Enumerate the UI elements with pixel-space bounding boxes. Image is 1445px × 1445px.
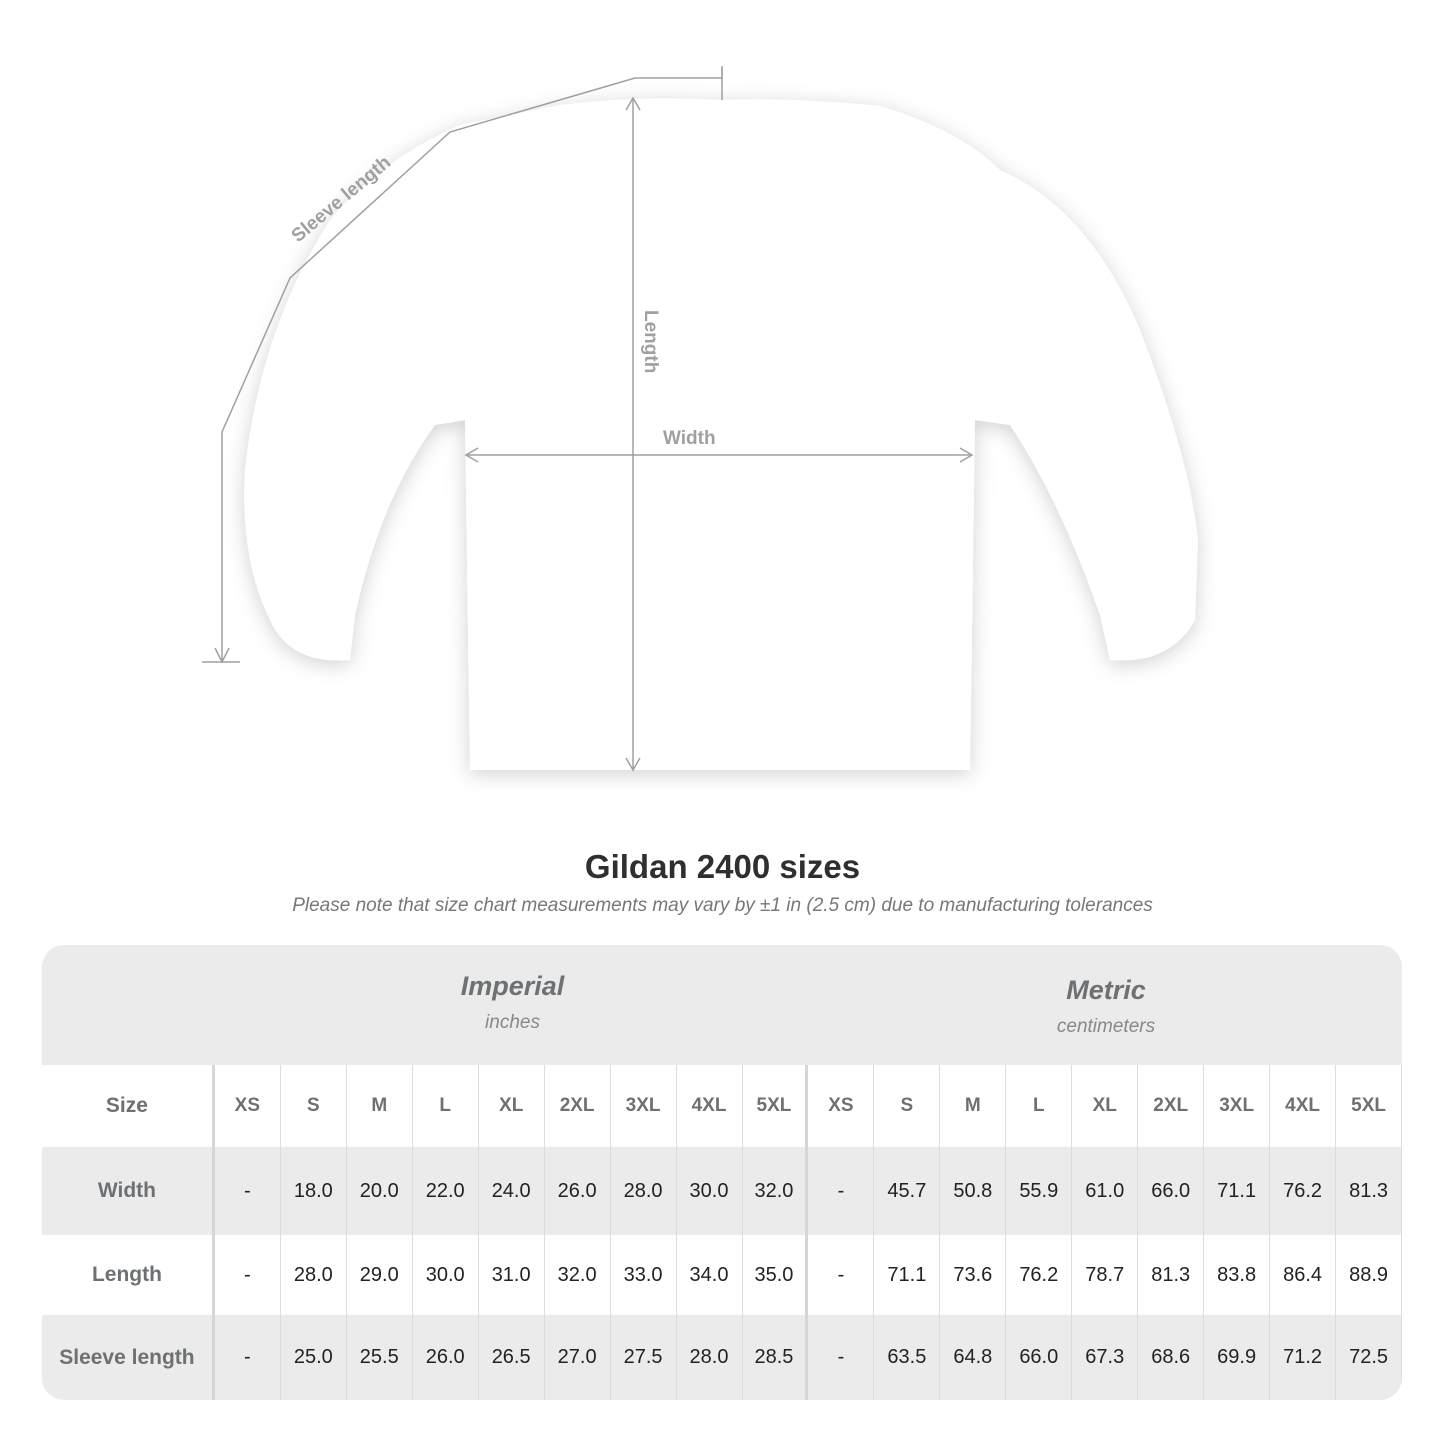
width-label: Width [663, 428, 716, 449]
metric-value: 64.8 [940, 1315, 1007, 1400]
imperial-value: 34.0 [677, 1235, 743, 1315]
imperial-value: 24.0 [479, 1147, 545, 1235]
metric-size-L: L [1006, 1065, 1073, 1147]
metric-value: 81.3 [1138, 1235, 1205, 1315]
size-label: Size [42, 1065, 215, 1147]
imperial-value: 27.5 [611, 1315, 677, 1400]
imperial-header: Imperial inches [460, 971, 565, 1033]
imperial-value: 30.0 [413, 1235, 479, 1315]
metric-value: 67.3 [1072, 1315, 1139, 1400]
metric-value: 66.0 [1138, 1147, 1205, 1235]
shirt-diagram: Sleeve length Length Width [202, 66, 1198, 772]
metric-value: 86.4 [1270, 1235, 1337, 1315]
imperial-value: 28.0 [611, 1147, 677, 1235]
metric-value: - [808, 1147, 875, 1235]
table-row: Width -18.0 20.0 22.0 24.0 26.0 28.0 30.0 32.0-4… [42, 1147, 1402, 1235]
metric-value: 55.9 [1006, 1147, 1073, 1235]
metric-size-S: S [874, 1065, 941, 1147]
imperial-value: 29.0 [347, 1235, 413, 1315]
metric-value: 72.5 [1336, 1315, 1402, 1400]
imperial-size-4XL: 4XL [677, 1065, 743, 1147]
imperial-value: - [215, 1147, 281, 1235]
metric-value: 83.8 [1204, 1235, 1271, 1315]
metric-size-3XL: 3XL [1204, 1065, 1271, 1147]
metric-value: 71.2 [1270, 1315, 1337, 1400]
imperial-value: 31.0 [479, 1235, 545, 1315]
metric-value: 71.1 [1204, 1147, 1271, 1235]
imperial-value: 27.0 [545, 1315, 611, 1400]
imperial-value: 35.0 [743, 1235, 809, 1315]
row-label: Width [42, 1147, 215, 1235]
metric-size-XS: XS [808, 1065, 875, 1147]
metric-value: 78.7 [1072, 1235, 1139, 1315]
metric-value: 50.8 [940, 1147, 1007, 1235]
imperial-value: 26.0 [413, 1315, 479, 1400]
metric-value: 61.0 [1072, 1147, 1139, 1235]
metric-value: 76.2 [1270, 1147, 1337, 1235]
imperial-value: 28.5 [743, 1315, 809, 1400]
tolerance-note: Please note that size chart measurements… [292, 895, 1153, 916]
metric-value: 69.9 [1204, 1315, 1271, 1400]
imperial-value: 22.0 [413, 1147, 479, 1235]
table-row: Length -28.0 29.0 30.0 31.0 32.0 33.0 34.0 35.0-… [42, 1235, 1402, 1315]
metric-size-5XL: 5XL [1336, 1065, 1402, 1147]
metric-value: 76.2 [1006, 1235, 1073, 1315]
imperial-value: 26.5 [479, 1315, 545, 1400]
imperial-size-3XL: 3XL [611, 1065, 677, 1147]
metric-size-2XL: 2XL [1138, 1065, 1205, 1147]
chart-title: Gildan 2400 sizes [584, 848, 861, 885]
imperial-value: 28.0 [677, 1315, 743, 1400]
imperial-value: 33.0 [611, 1235, 677, 1315]
metric-value: 81.3 [1336, 1147, 1402, 1235]
imperial-value: 20.0 [347, 1147, 413, 1235]
metric-value: 88.9 [1336, 1235, 1402, 1315]
imperial-size-L: L [413, 1065, 479, 1147]
imperial-value: - [215, 1315, 281, 1400]
row-label: Sleeve length [42, 1315, 215, 1400]
row-label: Length [42, 1235, 215, 1315]
length-label: Length [640, 310, 661, 373]
imperial-value: 28.0 [281, 1235, 347, 1315]
imperial-value: 25.5 [347, 1315, 413, 1400]
metric-value: 71.1 [874, 1235, 941, 1315]
imperial-size-M: M [347, 1065, 413, 1147]
metric-value: 45.7 [874, 1147, 941, 1235]
imperial-size-2XL: 2XL [545, 1065, 611, 1147]
imperial-size-5XL: 5XL [743, 1065, 809, 1147]
metric-value: 63.5 [874, 1315, 941, 1400]
metric-size-4XL: 4XL [1270, 1065, 1337, 1147]
metric-value: 66.0 [1006, 1315, 1073, 1400]
shirt-shape [244, 98, 1198, 771]
imperial-value: 26.0 [545, 1147, 611, 1235]
imperial-size-XL: XL [479, 1065, 545, 1147]
table-row: Sleeve length -25.0 25.5 26.0 26.5 27.0 27.5 28… [42, 1315, 1402, 1400]
imperial-size-S: S [281, 1065, 347, 1147]
metric-size-XL: XL [1072, 1065, 1139, 1147]
metric-value: - [808, 1235, 875, 1315]
imperial-value: 30.0 [677, 1147, 743, 1235]
size-header-row: Size XS S M L XL 2XL 3XL 4XL 5XL XS S M L XL 2XL 3XL 4XL 5… [42, 1065, 1402, 1147]
imperial-size-XS: XS [215, 1065, 281, 1147]
metric-value: 73.6 [940, 1235, 1007, 1315]
imperial-value: 32.0 [743, 1147, 809, 1235]
size-table: Imperial inches Metric centimeters Size X… [42, 945, 1402, 1400]
metric-header: Metric centimeters [1056, 975, 1156, 1037]
metric-value: 68.6 [1138, 1315, 1205, 1400]
imperial-value: 32.0 [545, 1235, 611, 1315]
imperial-value: - [215, 1235, 281, 1315]
imperial-value: 25.0 [281, 1315, 347, 1400]
metric-size-M: M [940, 1065, 1007, 1147]
imperial-value: 18.0 [281, 1147, 347, 1235]
metric-value: - [808, 1315, 875, 1400]
